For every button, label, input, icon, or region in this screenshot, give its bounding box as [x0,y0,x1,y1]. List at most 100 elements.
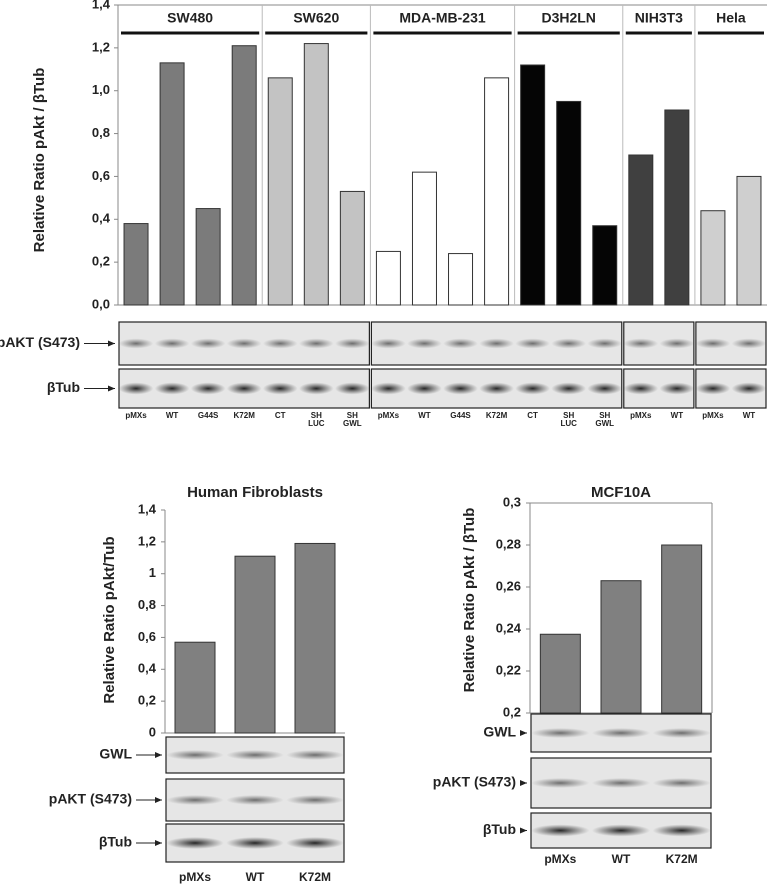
blot-row-label: βTub [47,379,80,395]
blot-band [262,382,298,395]
blot-band [118,338,154,349]
x-tick-label: WT [742,411,756,420]
bar [628,154,654,306]
blot-band [695,338,731,349]
blot-band [371,382,406,395]
blot-band [479,382,514,395]
blot-band [154,338,190,349]
bar [159,62,185,306]
bar [736,175,762,306]
y-axis-label: Relative Ratio pAkt / βTub [461,508,478,693]
blot-band [298,382,334,395]
blot-row-label: GWL [483,724,516,740]
y-tick-label: 0,22 [496,662,521,677]
x-tick-label: G44S [197,411,219,420]
group-label: MDA-MB-231 [399,10,486,26]
blot-band [587,338,623,349]
x-tick-label: G44S [450,411,471,420]
blot-band [531,728,590,738]
blot-band [335,382,370,395]
y-tick-label: 0,2 [92,254,110,269]
blot-band [591,824,651,837]
y-tick-label: 0,3 [503,494,521,509]
bar [700,210,726,306]
x-tick-label: pMXs [544,852,577,866]
bar [339,190,365,306]
bar [664,109,690,306]
bar [231,45,257,306]
x-tick-label: pMXs [125,411,147,420]
x-tick-label: pMXs [630,411,652,420]
blot-row-label: pAKT (S473) [0,334,80,350]
x-tick-label: WT [418,411,431,420]
blot-band [652,824,711,837]
blot-band [335,338,370,349]
blot-row-label: GWL [99,746,132,762]
x-tick-label: K72M [233,411,255,420]
blot-band [226,382,262,395]
y-tick-label: 1,4 [138,501,157,516]
x-tick-label: pMXs [702,411,724,420]
blot-band [118,382,154,395]
x-tick-label: SH GWL [595,411,615,429]
blot-row-label: βTub [483,821,516,837]
blot-band [166,837,224,849]
blot-band [371,338,406,349]
blot-band [652,728,711,738]
blot-band [407,338,442,349]
blot-band [659,382,695,395]
blot-band [623,338,659,349]
y-tick-label: 0,0 [92,296,110,311]
x-tick-label: WT [245,870,265,884]
blot-band [551,338,587,349]
blot-band [262,338,298,349]
blot-band [659,338,695,349]
group-label: Hela [716,10,746,26]
x-tick-label: pMXs [377,411,400,420]
bar [520,64,546,306]
chart-title: MCF10A [591,484,651,501]
y-tick-label: 1 [149,565,156,580]
blot-band [190,338,226,349]
y-tick-label: 0,6 [138,629,156,644]
blot-row-label: βTub [99,834,132,850]
blot-band [587,382,623,395]
bar [448,253,474,306]
blot-band [443,338,478,349]
x-tick-label: WT [670,411,684,420]
blot-row-label: pAKT (S473) [49,791,132,807]
y-tick-label: 0,8 [138,597,156,612]
blot-band [166,750,224,760]
y-tick-label: 1,2 [138,533,156,548]
x-tick-label: SH LUC [308,411,325,429]
x-tick-label: K72M [298,870,331,884]
blot-band [731,338,767,349]
y-axis-label: Relative Ratio pAkt / βTub [31,68,48,253]
group-label: D3H2LN [541,10,595,26]
blot-band [479,338,514,349]
y-tick-label: 1,4 [92,0,111,11]
blot-band [190,382,226,395]
x-tick-label: WT [611,852,631,866]
blot-band [591,728,651,738]
bar [556,100,582,306]
x-tick-label: CT [527,411,538,420]
bar [123,223,149,306]
group-label: SW480 [167,10,213,26]
blot-band [298,338,334,349]
blot-band [226,750,284,760]
blot-band [226,338,262,349]
y-tick-label: 0 [149,724,156,739]
blot-band [531,824,590,837]
bar [294,542,336,734]
blot-band [286,795,344,805]
blot-band [652,778,711,788]
blot-row-label: pAKT (S473) [433,774,516,790]
bar [195,208,221,306]
bar [234,555,276,734]
group-label: NIH3T3 [635,10,683,26]
blot-band [551,382,587,395]
y-tick-label: 0,28 [496,536,521,551]
y-tick-label: 0,24 [496,620,522,635]
